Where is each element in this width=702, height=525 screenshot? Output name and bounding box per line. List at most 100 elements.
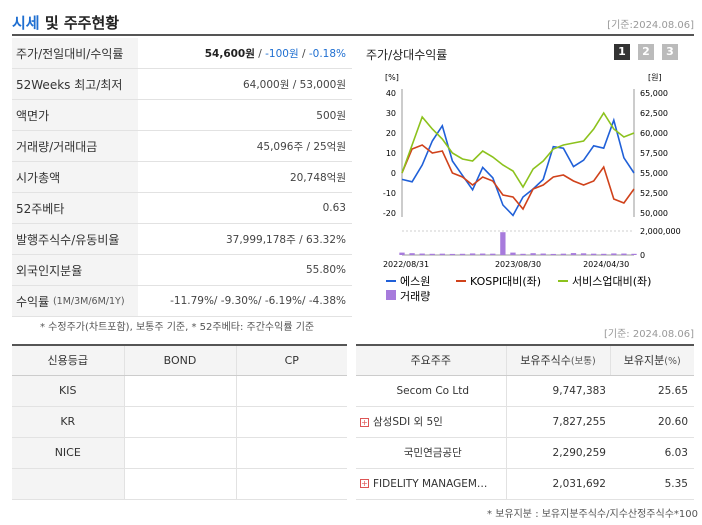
summary-value: 20,748억원: [289, 171, 346, 184]
bond-cell: [124, 375, 237, 407]
volume-bar: [560, 253, 567, 255]
volume-bar: [590, 253, 597, 255]
table-header-row: 주요주주 보유주식수(보통) 보유지분(%): [356, 344, 694, 376]
chart-page-1-button[interactable]: 1: [614, 44, 630, 60]
summary-value: 37,999,178주 / 63.32%: [225, 233, 346, 246]
holder-name: + 삼성SDI 외 5인: [356, 406, 507, 438]
volume-bar: [580, 253, 587, 255]
volume-bar: [429, 253, 435, 255]
cp-cell: [236, 375, 347, 407]
holders-reference-date: [기준: 2024.08.06]: [603, 329, 694, 340]
legend-label: KOSPI대비(좌): [470, 275, 541, 288]
cp-cell: [236, 437, 347, 469]
major-shareholders-table: 주요주주 보유주식수(보통) 보유지분(%) Secom Co Ltd 9,74…: [356, 344, 694, 500]
left-tick-label: 10: [386, 149, 396, 158]
agency-cell: KIS: [12, 375, 125, 407]
volume-bar: [490, 253, 496, 255]
table-row: KR: [12, 406, 347, 438]
holder-pct: 25.65: [610, 375, 694, 407]
summary-label: 수익률 (1M/3M/6M/1Y): [12, 286, 138, 316]
volume-tick-label: 2,000,000: [640, 227, 681, 236]
summary-value: 500원: [316, 109, 346, 122]
series-line: [401, 117, 635, 217]
holder-shares: 2,031,692: [506, 468, 610, 500]
volume-bar: [621, 253, 627, 255]
chart-page-3-button[interactable]: 3: [662, 44, 678, 60]
pct-header: 보유지분(%): [610, 344, 694, 376]
bond-header: BOND: [124, 344, 237, 376]
agency-cell: KR: [12, 406, 125, 438]
left-tick-label: 0: [391, 169, 396, 178]
table-row: [12, 468, 347, 500]
table-row: Secom Co Ltd 9,747,383 25.65: [356, 375, 694, 407]
left-tick-label: 40: [386, 89, 396, 98]
summary-row-price: 주가/전일대비/수익률 54,600원 / -100원 / -0.18%: [12, 38, 352, 69]
shares-header: 보유주식수(보통): [506, 344, 611, 376]
table-row: NICE: [12, 437, 347, 469]
holder-link[interactable]: FIDELITY MANAGEM…: [373, 477, 488, 490]
holder-name: 국민연금공단: [356, 437, 507, 469]
legend-label: 에스원: [400, 275, 430, 288]
left-tick-label: -20: [383, 209, 396, 218]
summary-value: 45,096주 / 25억원: [256, 140, 346, 153]
bond-cell: [124, 406, 237, 438]
volume-bar: [500, 232, 506, 255]
right-tick-label: 55,000: [640, 169, 668, 178]
summary-label: 거래량/거래대금: [12, 131, 138, 161]
holder-link[interactable]: 삼성SDI 외 5인: [373, 416, 443, 428]
right-tick-label: 57,500: [640, 149, 668, 158]
legend-swatch: [386, 290, 396, 300]
summary-label: 시가총액: [12, 162, 138, 192]
bond-cell: [124, 468, 237, 500]
bond-cell: [124, 437, 237, 469]
summary-row-volume: 거래량/거래대금 45,096주 / 25억원: [12, 131, 352, 162]
cp-cell: [236, 406, 347, 438]
x-tick-label: 2023/08/30: [495, 260, 541, 269]
summary-footnote: * 수정주가(차트포함), 보통주 기준, * 52주베타: 주간수익률 기준: [40, 322, 315, 333]
volume-bar: [419, 253, 425, 255]
summary-value: 55.80%: [305, 264, 346, 276]
legend-label: 거래량: [400, 290, 430, 303]
price-change-rate: -0.18%: [308, 47, 346, 60]
summary-value: 0.63: [322, 202, 346, 214]
holder-pct: 20.60: [610, 406, 694, 438]
holder-pct: 5.35: [610, 468, 694, 500]
page-title: 시세 및 주주현황: [12, 14, 120, 32]
x-tick-label: 2022/08/31: [383, 260, 429, 269]
volume-bar: [611, 253, 617, 255]
right-tick-label: 52,500: [640, 189, 668, 198]
expand-icon[interactable]: +: [360, 417, 369, 427]
volume-bar: [601, 253, 607, 255]
volume-bar: [570, 253, 577, 255]
summary-label: 52Weeks 최고/최저: [12, 69, 138, 99]
table-header-row: 신용등급 BOND CP: [12, 344, 347, 376]
header-divider: [12, 34, 694, 36]
volume-tick-label: 0: [640, 251, 645, 260]
series-line: [401, 111, 635, 189]
price-change: -100원: [265, 47, 299, 60]
summary-label: 외국인지분율: [12, 255, 138, 285]
agency-cell: NICE: [12, 437, 125, 469]
table-row: + 삼성SDI 외 5인 7,827,255 20.60: [356, 406, 694, 438]
summary-row-beta: 52주베타 0.63: [12, 193, 352, 224]
right-tick-label: 65,000: [640, 89, 668, 98]
legend-label: 서비스업대비(좌): [572, 275, 651, 288]
expand-icon[interactable]: +: [360, 479, 369, 488]
credit-rating-table: 신용등급 BOND CP KIS KR NICE: [12, 344, 347, 500]
left-tick-label: -10: [383, 189, 396, 198]
reference-date: [기준:2024.08.06]: [607, 20, 694, 31]
table-row: KIS: [12, 375, 347, 407]
volume-bar: [631, 253, 637, 255]
cp-cell: [236, 468, 347, 500]
agency-cell: [12, 468, 125, 500]
summary-value: -11.79%/ -9.30%/ -6.19%/ -4.38%: [170, 295, 346, 307]
right-tick-label: 60,000: [640, 129, 668, 138]
chart-title: 주가/상대수익률: [366, 48, 448, 62]
chart-page-2-button[interactable]: 2: [638, 44, 654, 60]
current-price: 54,600원: [204, 47, 255, 60]
right-axis-unit: [원]: [648, 73, 662, 82]
price-chart: [%] [원] 40 30 20 10 0 -10 -20 65,000 62,500 60,000 5…: [383, 73, 681, 303]
holder-shares: 9,747,383: [506, 375, 610, 407]
x-tick-label: 2024/04/30: [583, 260, 629, 269]
summary-value: 54,600원 / -100원 / -0.18%: [204, 47, 346, 60]
